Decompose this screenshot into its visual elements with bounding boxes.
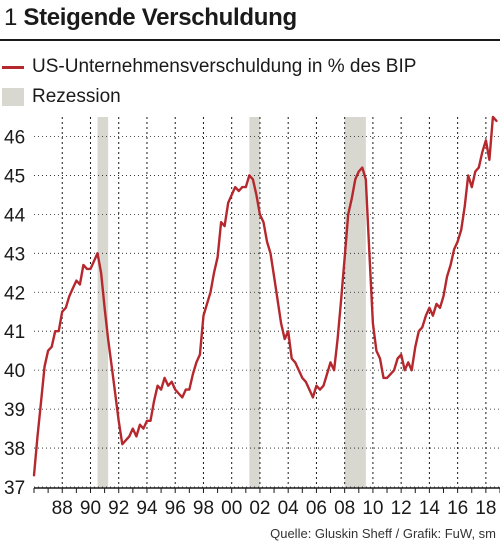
x-tick-label-2002: 02 <box>249 498 270 519</box>
y-tick-label-43: 43 <box>4 244 25 265</box>
title-divider <box>0 39 500 41</box>
y-tick-label-46: 46 <box>4 127 25 148</box>
x-tick-label-1994: 94 <box>136 498 158 519</box>
x-tick-label-1992: 92 <box>108 498 129 519</box>
x-tick-label-2000: 00 <box>221 498 242 519</box>
legend-label-series: US-Unternehmensverschuldung in % des BIP <box>32 56 417 77</box>
legend-swatch-series <box>2 65 24 69</box>
x-tick-label-2010: 10 <box>362 498 383 519</box>
series-lines <box>32 115 498 477</box>
x-tick-label-2008: 08 <box>334 498 355 519</box>
x-tick-label-2014: 14 <box>419 498 441 519</box>
y-tick-label-41: 41 <box>4 322 25 343</box>
y-tick-label-37: 37 <box>4 478 25 499</box>
y-tick-label-45: 45 <box>4 166 25 187</box>
legend-swatch-recession <box>2 88 24 106</box>
x-tick-label-2006: 06 <box>306 498 327 519</box>
chart-legend: US-Unternehmensverschuldung in % des BIP… <box>2 52 416 112</box>
x-tick-label-2016: 16 <box>447 498 468 519</box>
chart-title: Steigende Verschuldung <box>23 4 297 31</box>
y-tick-label-40: 40 <box>4 361 25 382</box>
x-tick-label-2012: 12 <box>391 498 412 519</box>
y-tick-label-42: 42 <box>4 283 25 304</box>
series-line-1 <box>32 115 498 477</box>
x-tick-label-2004: 04 <box>278 498 300 519</box>
source-note: Quelle: Gluskin Sheff / Grafik: FuW, sm <box>270 526 496 541</box>
x-tick-label-1998: 98 <box>193 498 214 519</box>
legend-label-recession: Rezession <box>32 86 121 107</box>
axes: 37 38 39 40 41 42 43 44 45 46 88 90 92 94 96 98 00 02 04 06… <box>4 127 500 519</box>
legend-item-series: US-Unternehmensverschuldung in % des BIP <box>2 52 416 82</box>
y-tick-label-44: 44 <box>4 205 26 226</box>
x-tick-label-1988: 88 <box>52 498 73 519</box>
recession-band-2 <box>249 117 260 487</box>
y-tick-label-38: 38 <box>4 439 25 460</box>
y-tick-label-39: 39 <box>4 400 25 421</box>
x-tick-label-1996: 96 <box>165 498 186 519</box>
x-tick-label-2018: 18 <box>475 498 496 519</box>
legend-item-recession: Rezession <box>2 82 416 112</box>
x-tick-label-1990: 90 <box>80 498 101 519</box>
chart-header: 1 Steigende Verschuldung <box>4 4 297 36</box>
figure-number: 1 <box>4 4 18 31</box>
gridlines <box>34 117 500 488</box>
